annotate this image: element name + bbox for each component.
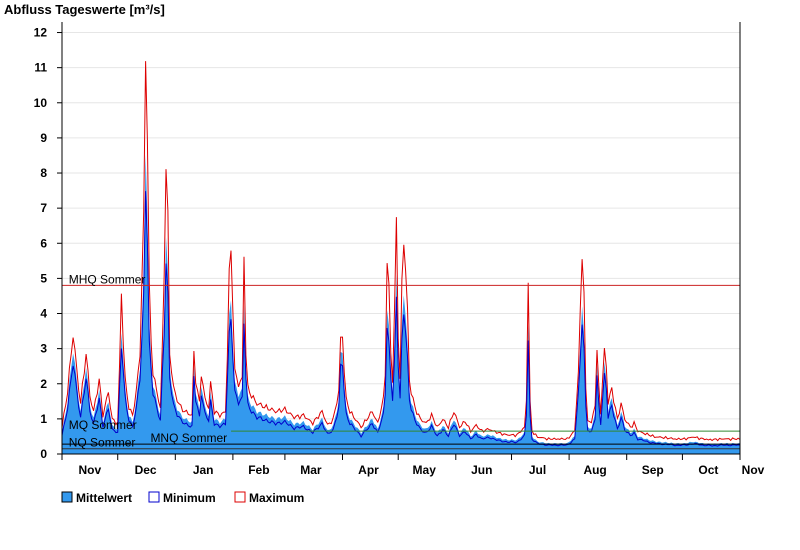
x-tick-label: May [413, 463, 437, 477]
legend-swatch [61, 491, 73, 503]
series-layer [61, 61, 741, 454]
y-tick-label: 5 [40, 271, 47, 285]
x-tick-label: Dec [135, 463, 157, 477]
y-tick-label: 9 [40, 131, 47, 145]
x-tick-label: Nov [742, 463, 765, 477]
chart-title: Abfluss Tageswerte [m³/s] [4, 2, 165, 17]
legend-label: Mittelwert [76, 491, 132, 505]
series-mittelwert-area [62, 154, 740, 454]
y-tick-label: 4 [40, 307, 47, 321]
x-tick-label: Feb [248, 463, 269, 477]
x-tick-label: Aug [583, 463, 606, 477]
y-tick-label: 10 [34, 96, 48, 110]
y-tick-label: 2 [40, 377, 47, 391]
y-tick-label: 1 [40, 412, 47, 426]
ref-label-2: MNQ Sommer [150, 431, 227, 445]
y-tick-label: 7 [40, 201, 47, 215]
series-maximum-line [61, 61, 741, 442]
ref-label-0: MHQ Sommer [69, 272, 146, 286]
legend-label: Maximum [249, 491, 304, 505]
reference-lines: MHQ Sommer MQ Sommer MNQ Sommer NQ Sommer [62, 272, 740, 450]
legend-label: Minimum [163, 491, 216, 505]
y-tick-label: 12 [34, 26, 48, 40]
legend-swatch [148, 491, 160, 503]
ref-label-1: MQ Sommer [69, 418, 137, 432]
legend-swatch [234, 491, 246, 503]
x-tick-label: Jun [471, 463, 492, 477]
legend: Mittelwert Minimum Maximum [61, 491, 304, 505]
x-tick-label: Apr [358, 463, 379, 477]
x-tick-label: Nov [79, 463, 102, 477]
y-tick-label: 6 [40, 236, 47, 250]
x-tick-label: Sep [642, 463, 664, 477]
ref-label-3: NQ Sommer [69, 436, 136, 450]
y-tick-label: 11 [34, 61, 47, 75]
x-tick-label: Mar [300, 463, 322, 477]
series-minimum-line [61, 191, 741, 447]
x-tick-label: Jan [193, 463, 214, 477]
y-tick-label: 0 [40, 447, 47, 461]
x-tick-label: Jul [529, 463, 546, 477]
x-tick-label: Oct [698, 463, 718, 477]
y-tick-label: 8 [40, 166, 47, 180]
y-tick-label: 3 [40, 342, 47, 356]
